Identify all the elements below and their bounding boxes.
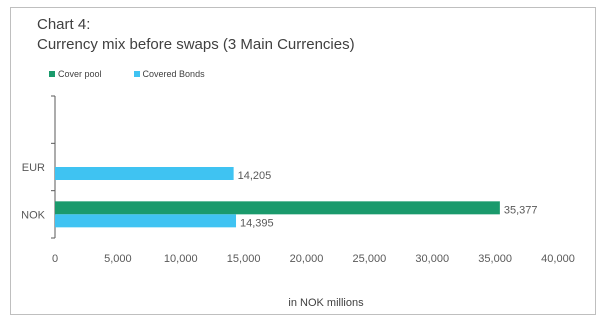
legend-item-covered-bonds: Covered Bonds xyxy=(133,69,205,79)
data-label: 14,205 xyxy=(238,170,272,182)
x-tick-label: 15,000 xyxy=(227,253,261,265)
bar-cover-pool-nok xyxy=(55,201,500,215)
category-label-nok: NOK xyxy=(21,209,46,221)
x-tick-label: 40,000 xyxy=(541,253,575,265)
legend-label-covered-bonds: Covered Bonds xyxy=(142,69,205,79)
x-tick-label: 10,000 xyxy=(164,253,198,265)
x-tick-label: 0 xyxy=(52,253,58,265)
x-tick-label: 5,000 xyxy=(104,253,132,265)
bar-covered-bonds-eur xyxy=(55,167,234,180)
data-label: 14,395 xyxy=(240,217,274,229)
legend-item-cover-pool: Cover pool xyxy=(49,69,102,79)
x-tick-label: 25,000 xyxy=(353,253,387,265)
legend-label-cover-pool: Cover pool xyxy=(58,69,102,79)
x-tick-label: 35,000 xyxy=(478,253,512,265)
chart-frame xyxy=(10,7,596,315)
chart-title-line1: Chart 4: xyxy=(37,16,91,33)
chart-legend: Cover pool Covered Bonds xyxy=(49,69,237,79)
chart-title-line2: Currency mix before swaps (3 Main Curren… xyxy=(37,36,355,53)
data-label: 35,377 xyxy=(504,204,538,216)
legend-swatch-covered-bonds xyxy=(133,71,140,77)
x-tick-label: 30,000 xyxy=(415,253,449,265)
x-axis-label: in NOK millions xyxy=(288,297,364,309)
category-label-eur: EUR xyxy=(22,162,45,174)
x-tick-label: 20,000 xyxy=(290,253,324,265)
legend-swatch-cover-pool xyxy=(49,71,55,77)
bar-covered-bonds-nok xyxy=(55,214,237,228)
